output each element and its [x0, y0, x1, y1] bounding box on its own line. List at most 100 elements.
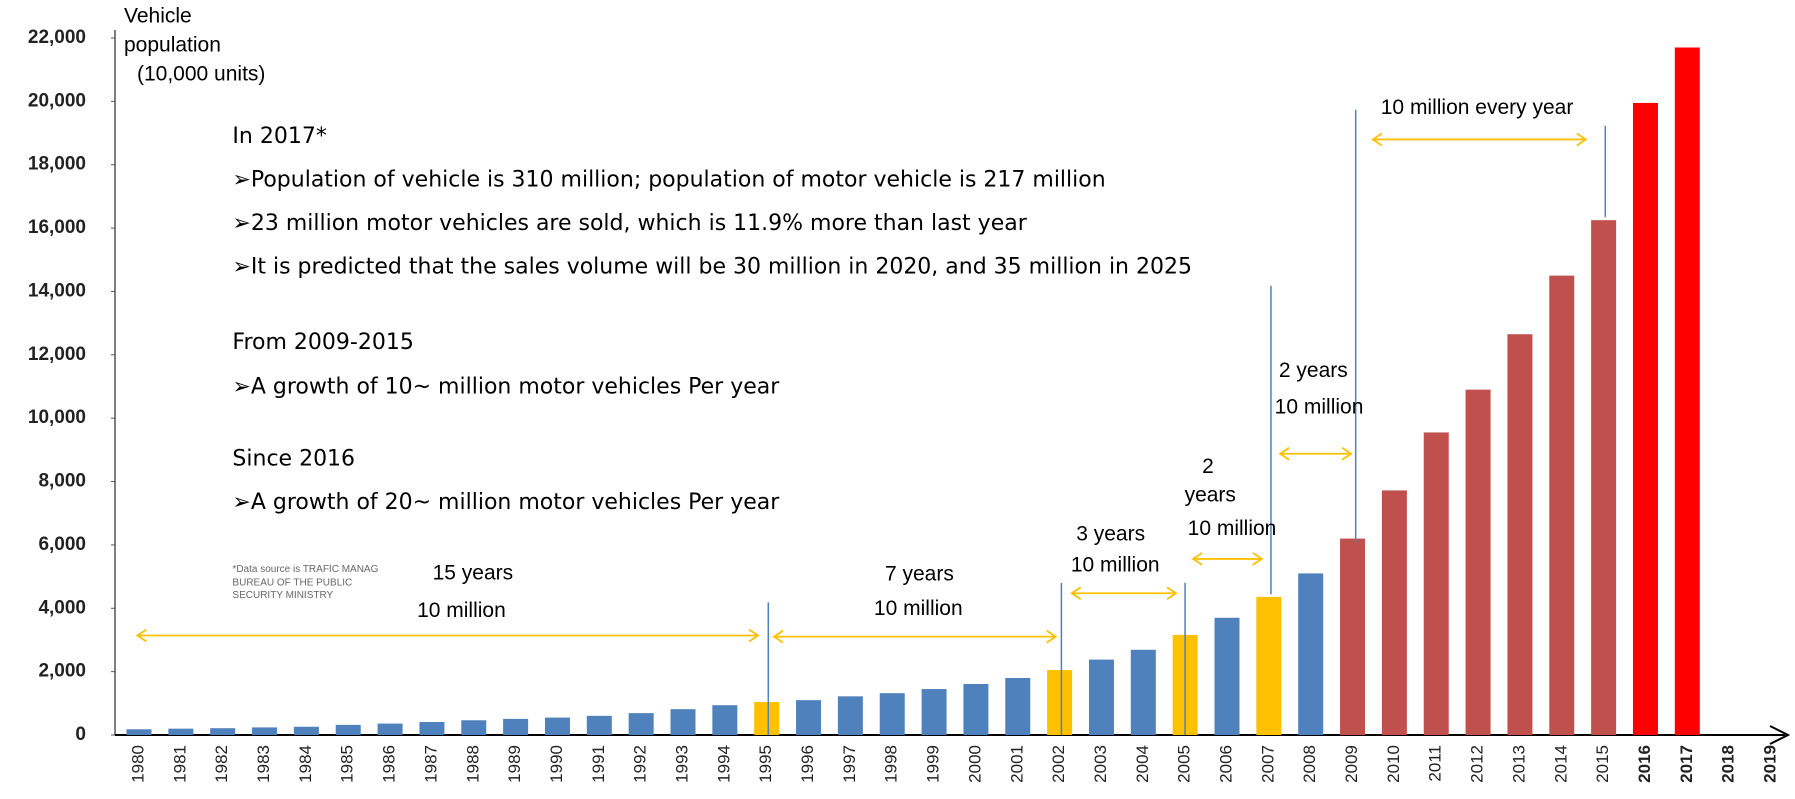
note-line: Since 2016 — [232, 446, 355, 471]
y-tick-label: 10,000 — [28, 407, 86, 428]
span-arrow — [1371, 132, 1588, 147]
span-arrow — [1278, 447, 1353, 461]
annotation: 3 years — [1076, 522, 1145, 545]
y-axis-label: population — [124, 34, 221, 57]
x-tick-label: 2008 — [1300, 745, 1319, 783]
bar — [1340, 538, 1366, 735]
y-tick-label: 12,000 — [28, 344, 86, 365]
x-tick-label: 2013 — [1509, 745, 1528, 783]
bar — [126, 729, 152, 735]
bar — [1088, 659, 1114, 735]
bar — [1005, 677, 1031, 735]
bar — [837, 696, 863, 735]
note-line: From 2009-2015 — [232, 330, 413, 355]
bar — [419, 722, 445, 735]
x-axis-arrow — [1769, 725, 1791, 745]
y-tick-label: 16,000 — [28, 217, 86, 238]
x-tick-label: 1986 — [380, 745, 399, 783]
x-tick-label: 2005 — [1175, 745, 1194, 783]
bar — [1130, 649, 1156, 735]
annotation: 7 years — [885, 562, 954, 585]
bar — [712, 705, 738, 735]
x-tick-label: 2014 — [1551, 745, 1570, 783]
data-source: SECURITY MINISTRY — [232, 590, 333, 601]
bar — [586, 715, 612, 735]
x-tick-label: 1993 — [672, 745, 691, 783]
note-line: ➢23 million motor vehicles are sold, whi… — [232, 211, 1027, 236]
span-arrow — [135, 628, 760, 643]
bar — [1507, 334, 1533, 735]
span-arrow — [772, 629, 1058, 644]
y-axis-label: (10,000 units) — [137, 63, 265, 86]
x-tick-label: 2010 — [1384, 745, 1403, 783]
bar — [1632, 102, 1658, 735]
bar — [377, 723, 403, 735]
bar — [921, 689, 947, 735]
bar — [1423, 432, 1449, 735]
bar — [461, 720, 487, 735]
bar — [1549, 275, 1575, 735]
annotation: 10 million — [874, 597, 963, 620]
annotation: 15 years — [433, 561, 514, 584]
bar — [1047, 670, 1073, 735]
x-tick-label: 2009 — [1342, 745, 1361, 783]
y-tick-label: 8,000 — [38, 471, 86, 492]
x-tick-label: 1995 — [756, 745, 775, 783]
x-tick-label: 2016 — [1635, 745, 1654, 783]
bar — [1214, 617, 1240, 735]
x-tick-label: 2004 — [1133, 745, 1152, 783]
bar — [544, 717, 570, 735]
y-tick-label: 6,000 — [38, 534, 86, 555]
annotation: 10 million every year — [1381, 96, 1574, 119]
annotation: 10 million — [417, 599, 506, 622]
y-tick-label: 18,000 — [28, 154, 86, 175]
bar — [252, 727, 278, 735]
y-tick-label: 14,000 — [28, 280, 86, 301]
x-tick-label: 1990 — [547, 745, 566, 783]
bar — [963, 683, 989, 735]
x-tick-label: 1983 — [254, 745, 273, 783]
x-tick-label: 1994 — [714, 745, 733, 783]
bar — [628, 713, 654, 735]
y-tick-label: 22,000 — [28, 27, 86, 48]
annotation: 10 million — [1275, 396, 1364, 419]
y-tick-label: 2,000 — [38, 661, 86, 682]
bar — [335, 724, 361, 735]
x-tick-label: 1998 — [882, 745, 901, 783]
note-line: ➢A growth of 10~ million motor vehicles … — [232, 374, 780, 399]
x-tick-label: 2006 — [1216, 745, 1235, 783]
data-source: *Data source is TRAFIC MANAG — [232, 564, 378, 575]
bar — [670, 709, 696, 735]
x-tick-label: 2018 — [1719, 745, 1738, 783]
x-tick-label: 1984 — [296, 745, 315, 783]
annotation: 10 million — [1071, 553, 1160, 576]
bar — [796, 700, 822, 735]
note-line: ➢Population of vehicle is 310 million; p… — [232, 168, 1105, 193]
bar — [168, 728, 194, 735]
x-tick-label: 2003 — [1091, 745, 1110, 783]
annotation: 2 — [1202, 455, 1214, 478]
x-tick-label: 2002 — [1049, 745, 1068, 783]
bar — [1381, 490, 1407, 735]
annotation: 2 years — [1279, 359, 1348, 382]
x-tick-label: 1988 — [463, 745, 482, 783]
x-tick-label: 2007 — [1258, 745, 1277, 783]
x-tick-label: 1991 — [589, 745, 608, 783]
data-source: BUREAU OF THE PUBLIC — [232, 578, 352, 589]
bar — [293, 726, 319, 735]
span-arrow — [1070, 586, 1178, 600]
span-arrow — [1191, 552, 1264, 566]
y-axis-label: Vehicle — [124, 5, 192, 28]
x-tick-label: 2011 — [1426, 745, 1445, 782]
bar — [1674, 47, 1700, 736]
note-line: ➢It is predicted that the sales volume w… — [232, 254, 1192, 279]
bar — [210, 728, 236, 735]
x-tick-label: 2000 — [965, 745, 984, 783]
y-tick-label: 4,000 — [38, 597, 86, 618]
note-line: ➢A growth of 20~ million motor vehicles … — [232, 490, 780, 515]
x-tick-label: 2012 — [1468, 745, 1487, 783]
x-tick-label: 1992 — [631, 745, 650, 783]
bar — [879, 693, 905, 735]
x-tick-label: 2017 — [1677, 745, 1696, 783]
